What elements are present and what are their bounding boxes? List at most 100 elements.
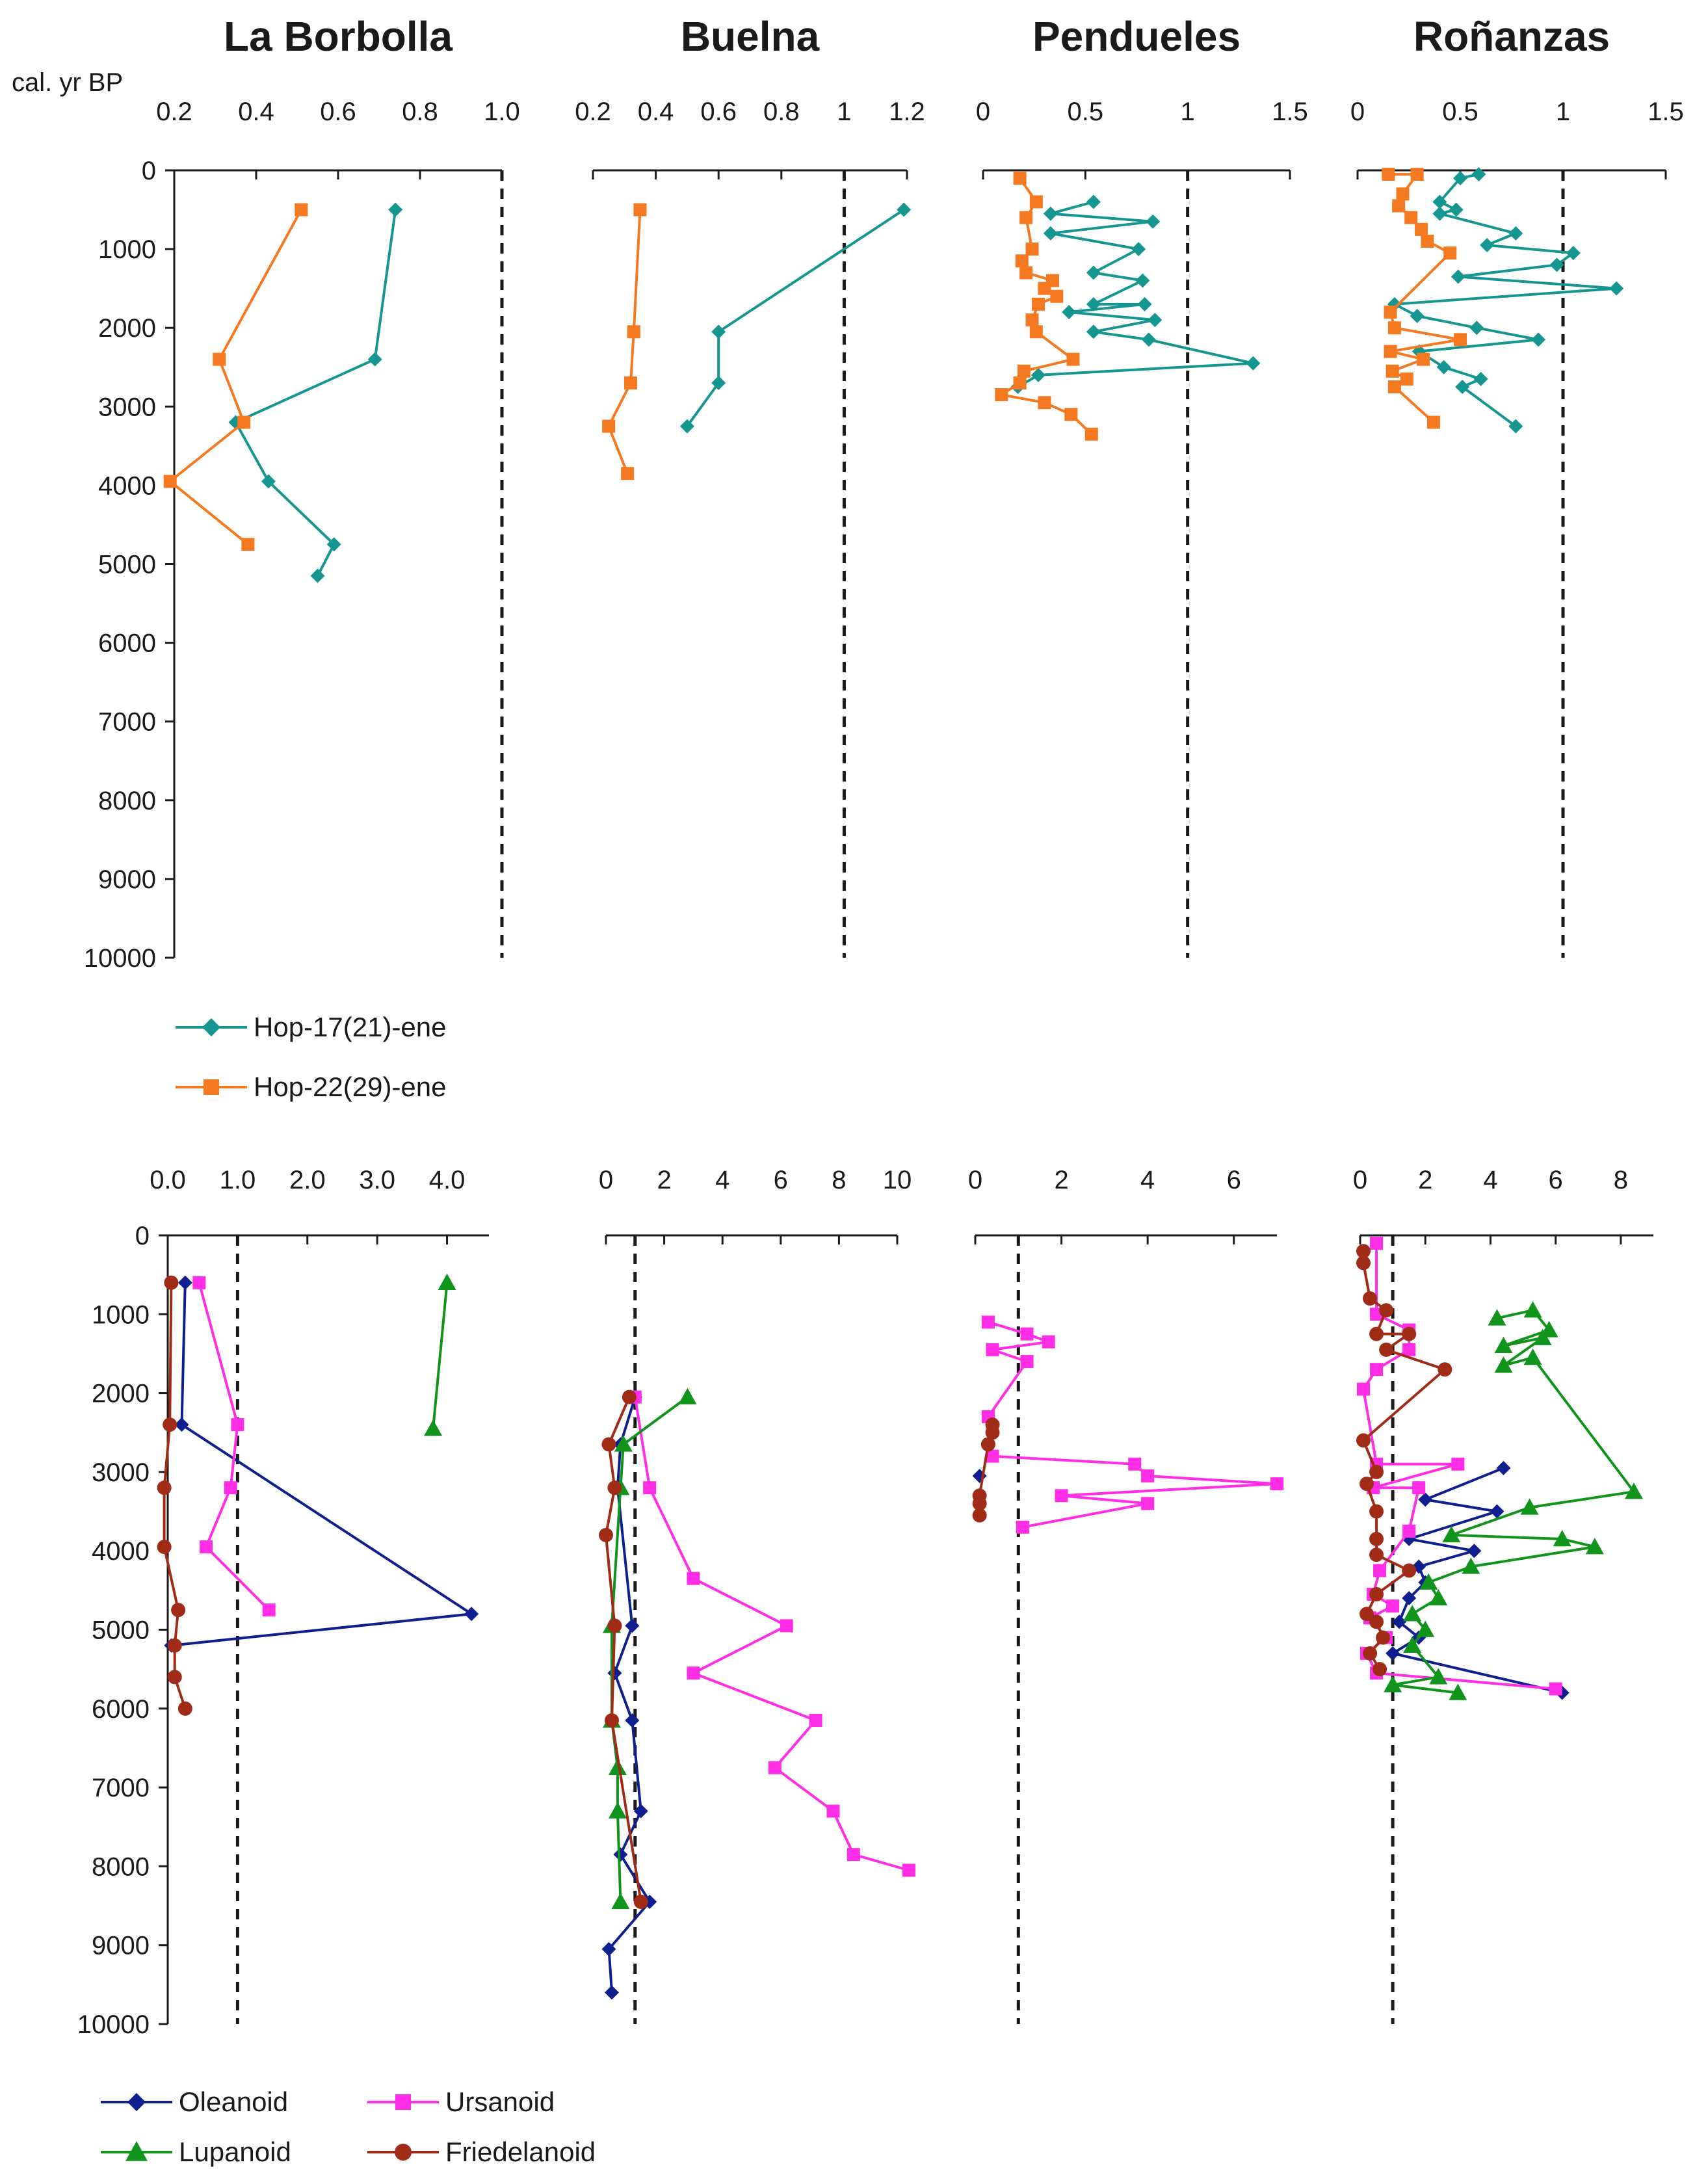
legend-item-oleanoid: Oleanoid xyxy=(101,2086,288,2117)
x-tick-label: 1.2 xyxy=(889,98,925,126)
legend-marker xyxy=(202,1018,220,1036)
data-point-ursanoid xyxy=(1042,1335,1055,1349)
series-line-oleanoid xyxy=(171,1282,473,1647)
data-point-ursanoid xyxy=(981,1315,995,1329)
x-tick-label: 10 xyxy=(883,1166,912,1194)
data-point-hop-22-29-ene xyxy=(627,325,640,339)
data-point-hop-17-21-ene xyxy=(1146,214,1161,229)
data-point-hop-17-21-ene xyxy=(1148,313,1163,328)
data-point-friedelanoid xyxy=(177,1701,192,1716)
data-point-hop-22-29-ene xyxy=(624,376,637,389)
x-tick-label: 3.0 xyxy=(359,1166,395,1194)
data-point-oleanoid xyxy=(1467,1544,1482,1559)
data-point-friedelanoid xyxy=(601,1437,616,1452)
series-hop-22-29-ene xyxy=(602,203,647,480)
data-point-hop-22-29-ene xyxy=(1414,222,1428,236)
x-tick-label: 6 xyxy=(1227,1166,1241,1194)
x-tick-label: 6 xyxy=(1549,1166,1563,1194)
legend-item-ursanoid: Ursanoid xyxy=(367,2086,555,2117)
x-tick-label: 0.5 xyxy=(1068,98,1104,126)
data-point-ursanoid xyxy=(1370,1363,1384,1376)
legend-marker xyxy=(395,2144,412,2161)
data-point-lupanoid xyxy=(1585,1538,1604,1555)
data-point-lupanoid xyxy=(1494,1356,1513,1373)
data-point-friedelanoid xyxy=(1373,1662,1387,1677)
data-point-ursanoid xyxy=(1370,1237,1384,1250)
data-point-ursanoid xyxy=(643,1481,657,1495)
data-point-friedelanoid xyxy=(599,1527,613,1542)
data-point-hop-17-21-ene xyxy=(326,537,341,552)
data-point-ursanoid xyxy=(1020,1327,1034,1341)
data-point-hop-22-29-ene xyxy=(1410,168,1424,181)
y-tick-label: 10000 xyxy=(84,944,156,973)
data-point-oleanoid xyxy=(607,1666,622,1681)
data-point-friedelanoid xyxy=(1369,1614,1384,1629)
data-point-lupanoid xyxy=(424,1419,443,1436)
data-point-ursanoid xyxy=(1141,1497,1155,1510)
data-point-friedelanoid xyxy=(1369,1504,1384,1519)
x-tick-label: 2 xyxy=(1054,1166,1068,1194)
data-point-hop-17-21-ene xyxy=(1432,206,1447,221)
data-point-lupanoid xyxy=(1462,1557,1480,1574)
legend-label: Lupanoid xyxy=(179,2137,291,2167)
series-line-hop-17-21-ene xyxy=(234,209,397,577)
data-point-ursanoid xyxy=(986,1343,999,1356)
x-tick-label: 8 xyxy=(1614,1166,1628,1194)
data-point-hop-22-29-ene xyxy=(1013,172,1027,185)
x-tick-label: 4 xyxy=(1483,1166,1497,1194)
data-point-hop-17-21-ene xyxy=(711,324,726,339)
series-lupanoid xyxy=(1384,1301,1643,1700)
data-point-hop-17-21-ene xyxy=(367,352,382,367)
data-point-hop-22-29-ene xyxy=(1386,364,1399,378)
panel-title: Buelna xyxy=(681,13,820,60)
data-point-friedelanoid xyxy=(1402,1563,1417,1578)
data-point-friedelanoid xyxy=(167,1670,182,1685)
data-point-friedelanoid xyxy=(1363,1291,1378,1306)
data-point-friedelanoid xyxy=(1363,1646,1378,1661)
data-point-ursanoid xyxy=(224,1481,237,1495)
data-point-ursanoid xyxy=(200,1540,213,1554)
series-lupanoid xyxy=(602,1388,697,1910)
panel-top-3: Pendueles 0 0.5 1 1.5 xyxy=(976,13,1308,958)
data-point-friedelanoid xyxy=(604,1713,619,1728)
data-point-friedelanoid xyxy=(972,1508,987,1523)
y-tick-label: 5000 xyxy=(98,551,156,579)
data-point-hop-22-29-ene xyxy=(237,415,251,429)
data-point-lupanoid xyxy=(438,1273,456,1290)
x-tick-label: 0.0 xyxy=(150,1166,186,1194)
x-tick-label: 0.8 xyxy=(763,98,800,126)
data-point-hop-22-29-ene xyxy=(1084,427,1098,441)
data-point-lupanoid xyxy=(1520,1498,1539,1515)
data-point-hop-17-21-ene xyxy=(711,375,726,390)
data-point-hop-22-29-ene xyxy=(1038,282,1051,295)
data-point-hop-17-21-ene xyxy=(1131,242,1146,257)
data-point-ursanoid xyxy=(1549,1682,1562,1696)
data-point-oleanoid xyxy=(625,1713,640,1728)
x-tick-label: 0.6 xyxy=(320,98,356,126)
series-hop-17-21-ene xyxy=(228,202,403,583)
x-tick-label: 1.5 xyxy=(1648,98,1684,126)
x-tick-label: 1.0 xyxy=(220,1166,256,1194)
data-point-hop-22-29-ene xyxy=(1050,289,1064,303)
series-friedelanoid xyxy=(599,1389,648,1909)
data-point-hop-17-21-ene xyxy=(1043,226,1058,241)
legend-label: Oleanoid xyxy=(179,2086,288,2117)
series-line-hop-17-21-ene xyxy=(686,208,905,427)
panel-top-2: Buelna 0.2 0.4 0.6 0.8 1 1.2 xyxy=(575,13,925,958)
series-line-oleanoid xyxy=(1391,1466,1563,1694)
data-point-friedelanoid xyxy=(167,1638,182,1653)
data-point-hop-17-21-ene xyxy=(388,202,403,217)
data-point-hop-17-21-ene xyxy=(1432,194,1447,209)
series-line-lupanoid xyxy=(432,1282,449,1429)
data-point-oleanoid xyxy=(174,1417,189,1432)
data-point-hop-17-21-ene xyxy=(1566,246,1581,261)
data-point-hop-17-21-ene xyxy=(1086,265,1101,280)
data-point-hop-22-29-ene xyxy=(621,467,635,480)
data-point-lupanoid xyxy=(1523,1349,1542,1365)
data-point-lupanoid xyxy=(614,1435,633,1452)
data-point-friedelanoid xyxy=(171,1603,186,1618)
data-point-oleanoid xyxy=(1402,1590,1417,1605)
data-point-friedelanoid xyxy=(157,1540,172,1555)
data-point-ursanoid xyxy=(1451,1457,1465,1471)
data-point-hop-17-21-ene xyxy=(1473,371,1488,386)
